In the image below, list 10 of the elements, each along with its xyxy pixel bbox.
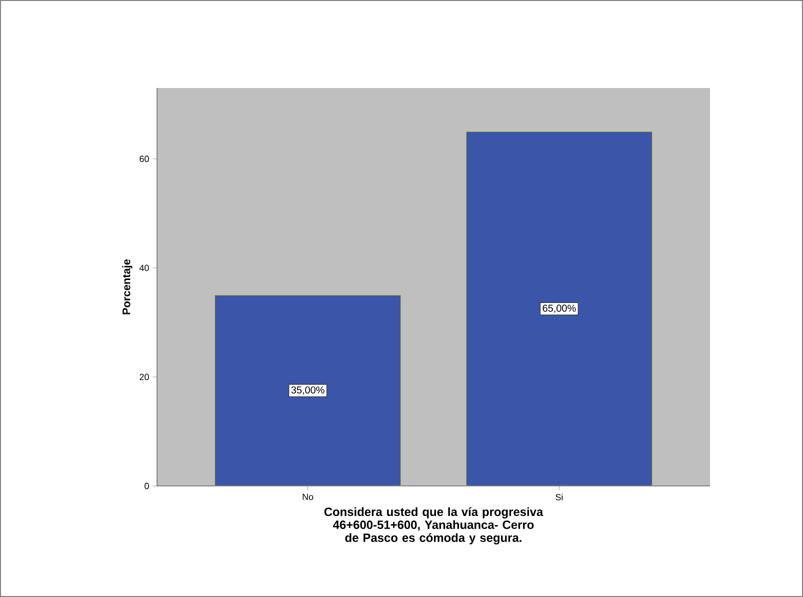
data-label: 35,00% <box>291 386 324 395</box>
y-tick-label: 20 <box>140 374 149 380</box>
y-tick-label: 60 <box>140 156 149 162</box>
x-tick-label: Si <box>556 494 563 500</box>
data-label: 65,00% <box>542 304 576 313</box>
x-axis-title: Considera usted que la vía progresiva 46+600-51+600, Yanahuanca- Cerro de Pasco es cómoda y segura. <box>324 507 544 544</box>
y-tick-label: 40 <box>139 264 149 272</box>
y-axis-title: Porcentaje <box>122 259 132 314</box>
y-tick-label: 0 <box>144 482 149 490</box>
x-tick-label: No <box>302 494 314 500</box>
